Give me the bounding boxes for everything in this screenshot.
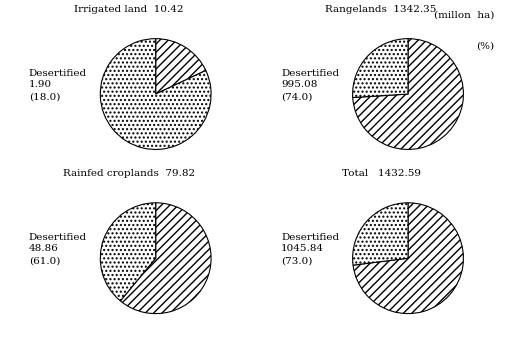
Title: Rangelands  1342.35: Rangelands 1342.35 (325, 4, 437, 14)
Title: Total   1432.59: Total 1432.59 (341, 169, 421, 178)
Wedge shape (121, 203, 211, 314)
Wedge shape (353, 203, 408, 265)
Text: Desertified
1045.84
(73.0): Desertified 1045.84 (73.0) (281, 233, 339, 265)
Text: Desertified
1.90
(18.0): Desertified 1.90 (18.0) (29, 68, 87, 101)
Wedge shape (156, 39, 206, 94)
Title: Rainfed croplands  79.82: Rainfed croplands 79.82 (63, 169, 195, 178)
Text: Desertified
48.86
(61.0): Desertified 48.86 (61.0) (29, 233, 87, 265)
Text: Desertified
995.08
(74.0): Desertified 995.08 (74.0) (281, 68, 339, 101)
Wedge shape (353, 39, 464, 149)
Wedge shape (353, 39, 408, 97)
Wedge shape (100, 39, 211, 149)
Wedge shape (353, 203, 464, 314)
Wedge shape (100, 203, 156, 301)
Text: (%): (%) (476, 41, 494, 50)
Title: Irrigated land  10.42: Irrigated land 10.42 (74, 4, 183, 14)
Text: (millon  ha): (millon ha) (434, 10, 494, 19)
